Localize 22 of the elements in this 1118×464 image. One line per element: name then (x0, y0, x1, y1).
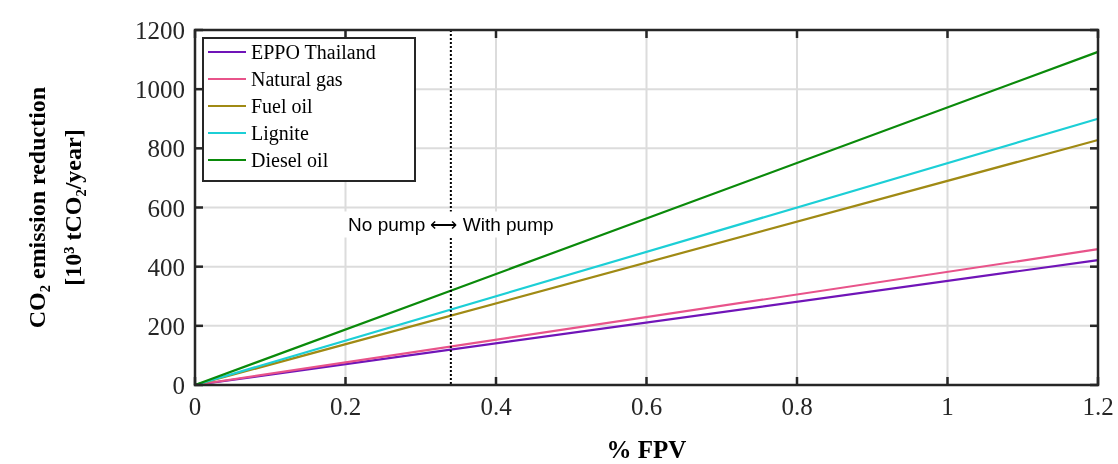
y-tick-label: 400 (147, 253, 185, 281)
y-tick-label: 1000 (135, 76, 185, 104)
legend-label: Lignite (251, 122, 309, 145)
x-axis-title: % FPV (606, 436, 687, 463)
y-axis-title: CO₂ emission reduction [10³ tCO₂/year] (24, 86, 86, 329)
legend-label: Diesel oil (251, 149, 329, 171)
legend-label: EPPO Thailand (251, 41, 376, 63)
x-tick-label: 1.2 (1082, 393, 1114, 420)
y-tick-label: 0 (172, 372, 185, 399)
x-tick-label: 0.2 (329, 393, 362, 420)
y-tick-label: 600 (147, 194, 185, 222)
y-tick-label: 800 (147, 135, 185, 163)
x-tick-label: 0.8 (781, 393, 813, 420)
y-tick-label: 1200 (135, 17, 185, 44)
legend-label: Natural gas (251, 68, 343, 91)
x-tick-label: 0 (188, 393, 202, 420)
ref-line-label: No pump ⟷ With pump (348, 213, 554, 235)
x-tick-label: 0.6 (630, 393, 663, 420)
x-tick-label: 1 (941, 393, 954, 420)
x-tick-label: 0.4 (480, 393, 513, 420)
legend-label: Fuel oil (251, 95, 314, 117)
y-tick-label: 200 (147, 312, 185, 340)
